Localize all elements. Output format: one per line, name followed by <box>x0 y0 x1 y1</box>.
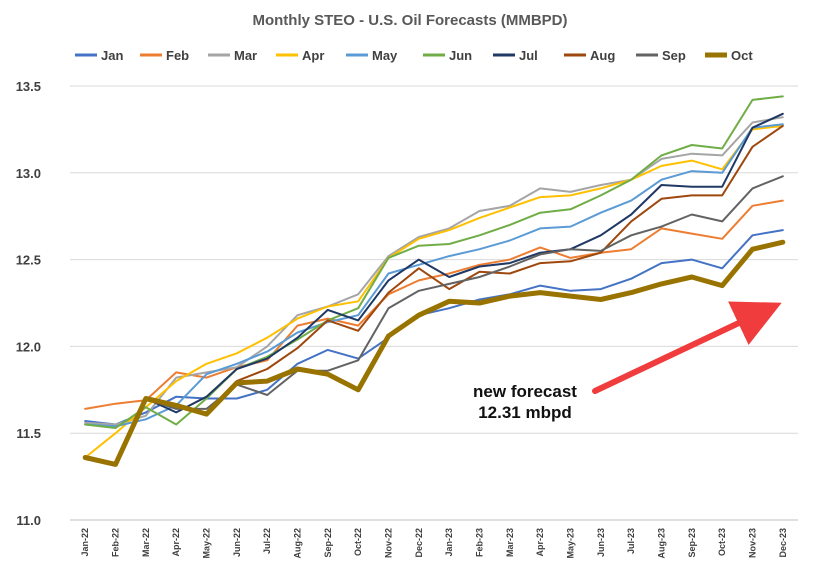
chart-title: Monthly STEO - U.S. Oil Forecasts (MMBPD… <box>252 12 567 29</box>
x-tick-label: Sep-23 <box>687 528 697 558</box>
x-tick-label: Jul-23 <box>626 528 636 554</box>
legend-label-oct: Oct <box>731 48 753 63</box>
series-line-feb <box>84 199 784 410</box>
x-tick-label: Mar-22 <box>141 528 151 557</box>
chart-gridlines <box>70 85 798 521</box>
legend-label-jan: Jan <box>101 48 123 63</box>
x-tick-label: Dec-22 <box>414 528 424 558</box>
series-line-oct <box>82 239 786 467</box>
y-tick-label: 12.0 <box>16 339 41 354</box>
legend-label-jun: Jun <box>449 48 472 63</box>
legend-label-apr: Apr <box>302 48 324 63</box>
legend-label-may: May <box>372 48 398 63</box>
x-tick-label: Dec-23 <box>778 528 788 558</box>
series-line-apr <box>84 124 784 459</box>
y-tick-label: 13.0 <box>16 166 41 181</box>
x-tick-label: Apr-22 <box>171 528 181 557</box>
x-tick-label: Jan-23 <box>444 528 454 557</box>
series-line-jul <box>84 112 784 466</box>
x-tick-label: May-22 <box>202 528 212 559</box>
x-tick-label: Apr-23 <box>535 528 545 557</box>
x-tick-label: Nov-23 <box>748 528 758 558</box>
series-line-jun <box>84 95 784 429</box>
annotation-arrow <box>592 301 782 394</box>
legend-label-aug: Aug <box>590 48 615 63</box>
series-line-may <box>84 123 784 428</box>
x-tick-label: Oct-23 <box>717 528 727 556</box>
x-tick-label: Jun-22 <box>232 528 242 557</box>
x-tick-label: Mar-23 <box>505 528 515 557</box>
y-axis: 11.0 11.5 12.0 12.5 13.0 13.5 <box>16 79 41 528</box>
legend-label-jul: Jul <box>519 48 538 63</box>
series-line-mar <box>84 116 784 426</box>
x-axis: Jan-22 Feb-22 Mar-22 Apr-22 May-22 Jun-22 Jul-… <box>80 528 788 559</box>
x-tick-label: Aug-22 <box>293 528 303 559</box>
chart-series <box>82 95 786 467</box>
forecast-annotation: new forecast 12.31 mbpd <box>473 301 782 422</box>
y-tick-label: 12.5 <box>16 253 41 268</box>
series-line-sep <box>84 175 784 466</box>
legend-label-feb: Feb <box>166 48 189 63</box>
annotation-line1: new forecast <box>473 382 577 401</box>
legend-label-mar: Mar <box>234 48 257 63</box>
x-tick-label: Feb-22 <box>111 528 121 557</box>
annotation-line2: 12.31 mbpd <box>478 403 572 422</box>
x-tick-label: Nov-22 <box>384 528 394 558</box>
x-tick-label: Feb-23 <box>475 528 485 557</box>
x-tick-label: May-23 <box>566 528 576 559</box>
y-tick-label: 11.0 <box>16 513 41 528</box>
x-tick-label: Aug-23 <box>657 528 667 559</box>
x-tick-label: Jul-22 <box>262 528 272 554</box>
y-tick-label: 11.5 <box>16 426 41 441</box>
y-tick-label: 13.5 <box>16 79 41 94</box>
legend-label-sep: Sep <box>662 48 686 63</box>
x-tick-label: Jun-23 <box>596 528 606 557</box>
x-tick-label: Oct-22 <box>353 528 363 556</box>
x-tick-label: Jan-22 <box>80 528 90 557</box>
chart-legend: Jan Feb Mar Apr May Jun Jul Aug Sep Oct <box>75 48 753 63</box>
x-tick-label: Sep-22 <box>323 528 333 558</box>
